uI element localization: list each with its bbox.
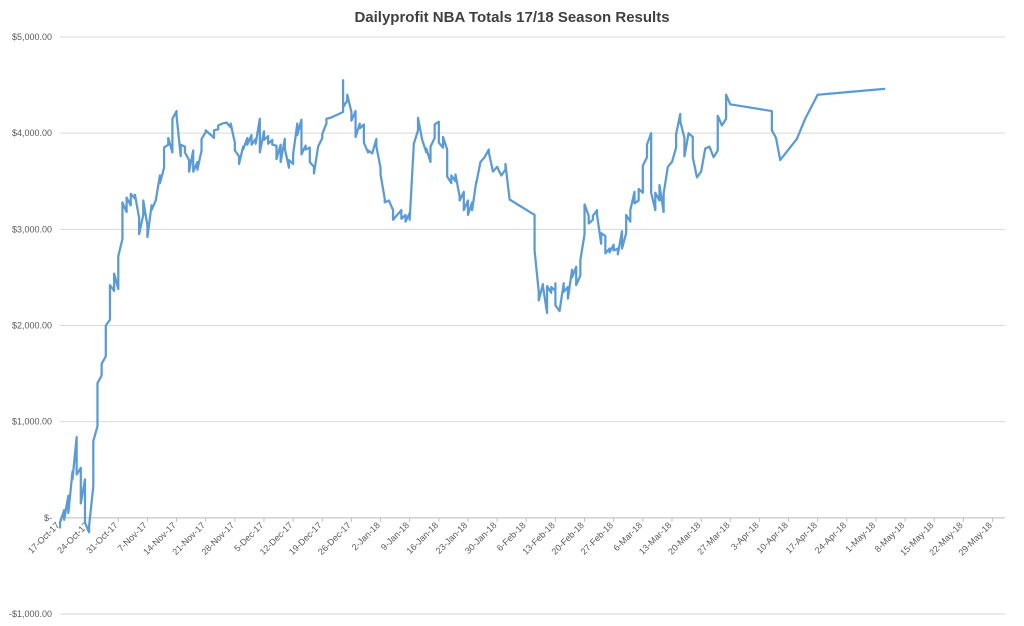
series-line [58,79,886,534]
y-axis-ticks: $5,000.00 $4,000.00 $3,000.00 $2,000.00 $1,0… [9,32,52,619]
y-tick-label: $4,000.00 [12,128,52,138]
x-tick-label: 30-Jan-18 [463,520,499,556]
series-lines [58,79,886,534]
y-tick-label: $1,000.00 [12,417,52,427]
y-tick-label: $2,000.00 [12,321,52,331]
y-tick-label: $5,000.00 [12,32,52,42]
y-tick-label: -$1,000.00 [9,609,52,619]
y-tick-label: $- [44,513,52,523]
chart-title: Dailyprofit NBA Totals 17/18 Season Resu… [354,9,670,26]
gridlines [60,36,1005,615]
x-tick-label: 24-Apr-18 [813,520,848,555]
x-tick-label: 1-May-18 [843,520,877,554]
y-tick-label: $3,000.00 [12,224,52,234]
x-axis-ticks: 17-Oct-1724-Oct-1731-Oct-177-Nov-1714-No… [26,517,994,558]
x-tick-label: 2-Jan-18 [350,520,382,552]
